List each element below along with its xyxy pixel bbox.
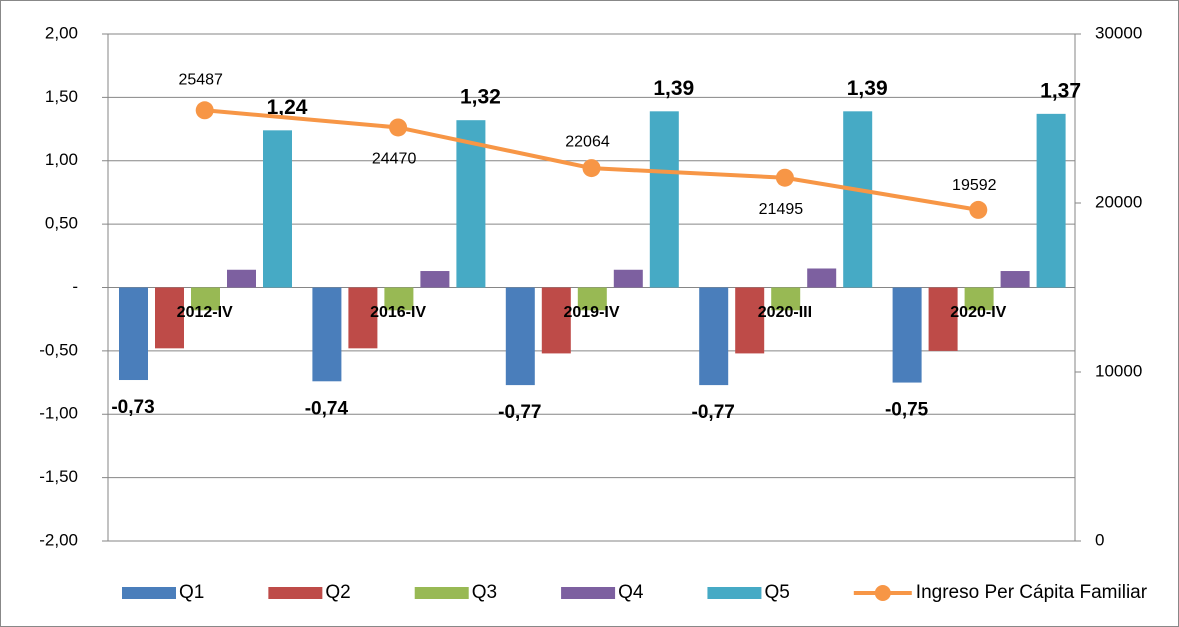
bar — [1000, 271, 1030, 288]
bar — [613, 269, 643, 288]
legend-swatch — [268, 587, 323, 599]
data-label: -0,77 — [498, 402, 541, 423]
bar — [771, 287, 801, 311]
bar — [735, 287, 765, 354]
bar — [420, 271, 450, 288]
bar — [577, 287, 607, 311]
legend-label: Q1 — [179, 582, 204, 603]
bar — [541, 287, 571, 354]
y-tick-label: 1,00 — [45, 150, 78, 169]
y2-tick-label: 0 — [1095, 530, 1104, 549]
data-label: -0,77 — [692, 402, 735, 423]
line-point — [195, 101, 214, 120]
x-tick-label: 2016-IV — [370, 304, 426, 321]
y2-tick-label: 30000 — [1095, 23, 1142, 42]
x-tick-label: 2019-IV — [563, 304, 619, 321]
y-tick-label: -0,50 — [39, 340, 78, 359]
y-tick-label: -1,00 — [39, 404, 78, 423]
bar — [505, 287, 535, 386]
bar — [119, 287, 148, 381]
x-tick-label: 2020-IV — [950, 304, 1006, 321]
data-label: 22064 — [565, 133, 610, 150]
data-label: 1,24 — [267, 96, 308, 119]
bar — [191, 287, 220, 311]
bar — [964, 287, 994, 311]
bar — [348, 287, 378, 349]
y2-tick-label: 10000 — [1095, 361, 1142, 380]
line-point — [582, 159, 601, 178]
legend-label: Q4 — [618, 582, 644, 603]
legend-label: Q5 — [764, 582, 789, 603]
y-tick-label: 0,50 — [45, 214, 78, 233]
bar — [699, 287, 729, 386]
y-tick-label: - — [72, 277, 78, 296]
legend-swatch — [414, 587, 469, 599]
bar — [928, 287, 958, 351]
bar — [807, 268, 837, 288]
line-point — [389, 118, 408, 137]
data-label: 1,32 — [460, 86, 501, 109]
data-label: 25487 — [178, 71, 223, 88]
x-tick-label: 2020-III — [758, 304, 812, 321]
data-label: 21495 — [759, 201, 804, 218]
data-label: 19592 — [952, 177, 997, 194]
line-point — [775, 168, 794, 187]
legend-label: Q2 — [325, 582, 350, 603]
legend-swatch — [707, 587, 762, 599]
legend-label: Q3 — [472, 582, 497, 603]
y-tick-label: 1,50 — [45, 87, 78, 106]
legend-swatch — [561, 587, 616, 599]
legend-marker — [874, 585, 891, 601]
y-tick-label: -1,50 — [39, 467, 78, 486]
bar — [1036, 113, 1066, 288]
bar — [263, 130, 292, 288]
data-label: 1,37 — [1040, 79, 1081, 102]
line-point — [969, 200, 988, 219]
data-label: 24470 — [372, 151, 417, 168]
y-tick-label: -2,00 — [39, 530, 78, 549]
legend-swatch — [122, 587, 176, 599]
bar — [649, 111, 679, 288]
data-label: 1,39 — [653, 77, 694, 100]
data-label: -0,73 — [111, 397, 154, 418]
legend-label: Ingreso Per Cápita Familiar — [916, 582, 1148, 603]
data-label: 1,39 — [847, 77, 888, 100]
y2-tick-label: 20000 — [1095, 192, 1142, 211]
data-label: -0,74 — [305, 398, 349, 419]
bar — [843, 111, 873, 288]
x-tick-label: 2012-IV — [177, 304, 233, 321]
bar — [892, 287, 922, 383]
bar — [384, 287, 414, 311]
y-tick-label: 2,00 — [45, 23, 78, 42]
bar — [155, 287, 184, 349]
data-label: -0,75 — [885, 400, 929, 421]
bar — [456, 120, 486, 288]
bar — [312, 287, 342, 382]
bar — [227, 269, 256, 288]
